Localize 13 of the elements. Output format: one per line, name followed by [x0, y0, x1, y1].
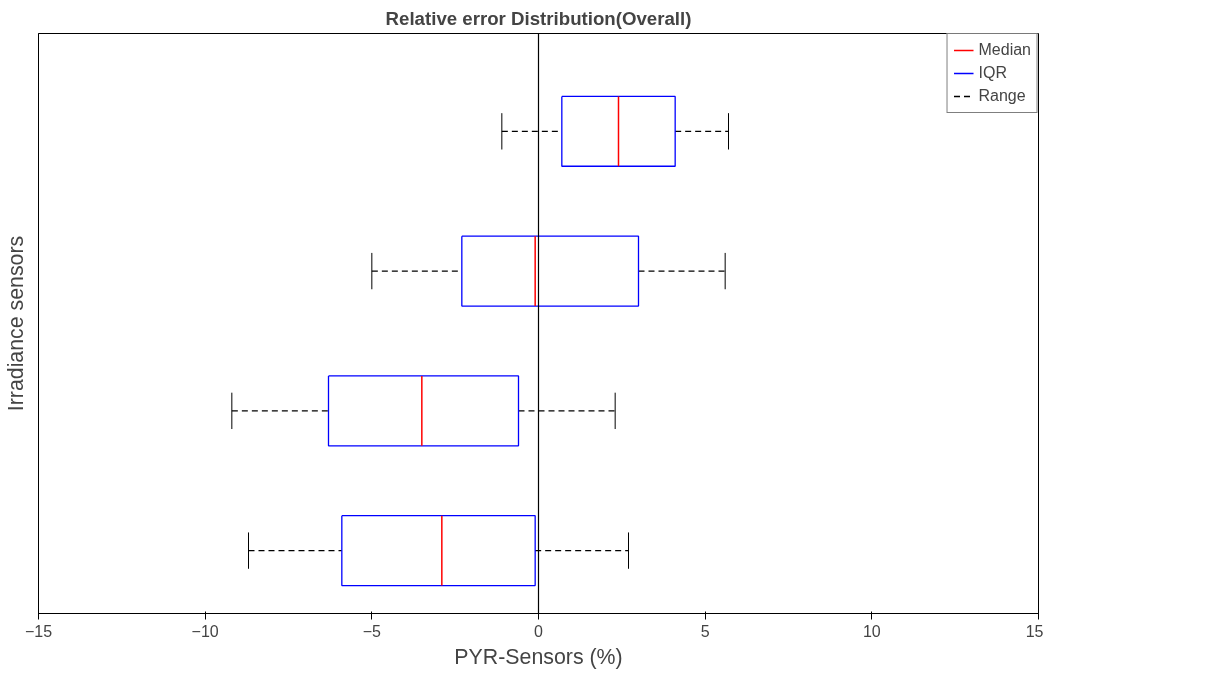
annotation: Range — [978, 87, 1026, 105]
x-tick-label: −10 — [191, 622, 219, 640]
y-axis-title: Irradiance sensors — [3, 235, 28, 412]
x-tick-label: −5 — [362, 622, 382, 640]
x-tick-label: 0 — [534, 622, 544, 640]
x-tick-label: −15 — [24, 622, 53, 640]
x-tick-label: 10 — [862, 622, 881, 640]
annotation: IQR — [978, 64, 1007, 82]
chart-title: Relative error Distribution(Overall) — [385, 7, 692, 29]
annotation: Median — [978, 41, 1031, 59]
x-axis-title: PYR-Sensors (%) — [454, 644, 623, 669]
x-tick-label: 5 — [700, 622, 710, 640]
x-tick-label: 15 — [1025, 622, 1044, 640]
